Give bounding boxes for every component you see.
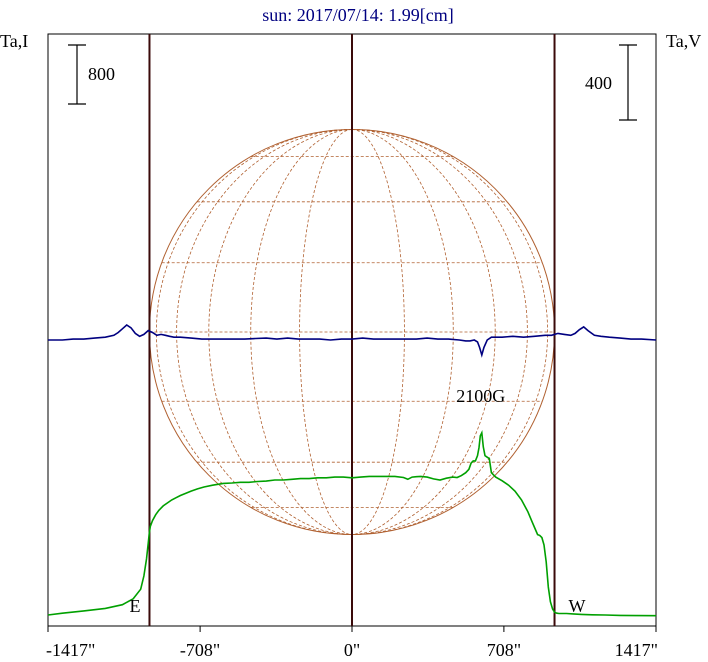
limb-label-west: W bbox=[569, 596, 586, 616]
series-intensity-line bbox=[47, 429, 657, 617]
right-scale-label: 400 bbox=[585, 73, 612, 93]
x-tick-label: 708" bbox=[487, 640, 521, 660]
right-scale-bar bbox=[619, 44, 637, 121]
right-axis-label: Ta,V bbox=[666, 31, 701, 51]
series-polarization-line bbox=[48, 323, 657, 358]
x-tick-label: -1417" bbox=[46, 640, 95, 660]
x-tick-label: 1417" bbox=[615, 640, 658, 660]
longitude-line bbox=[208, 129, 353, 535]
chart-title: sun: 2017/07/14: 1.99[cm] bbox=[262, 5, 454, 25]
left-scale-label: 800 bbox=[88, 64, 115, 84]
left-scale-bar bbox=[68, 44, 86, 105]
longitude-line bbox=[176, 129, 353, 535]
longitude-line bbox=[351, 129, 454, 535]
left-axis-label: Ta,I bbox=[0, 31, 28, 51]
longitude-line bbox=[351, 129, 405, 535]
longitude-line bbox=[351, 129, 496, 535]
longitude-line bbox=[299, 129, 353, 535]
field-strength-annotation: 2100G bbox=[456, 386, 505, 406]
longitude-line bbox=[351, 129, 549, 535]
x-tick-label: -708" bbox=[180, 640, 220, 660]
vertical-reference-lines bbox=[148, 34, 556, 626]
longitude-line bbox=[250, 129, 353, 535]
longitude-line bbox=[155, 129, 353, 535]
limb-label-east: E bbox=[129, 596, 140, 616]
x-axis-ticks: -1417" -708" 0" 708" 1417" bbox=[46, 626, 658, 660]
longitude-line bbox=[351, 129, 528, 535]
x-tick-label: 0" bbox=[344, 640, 360, 660]
